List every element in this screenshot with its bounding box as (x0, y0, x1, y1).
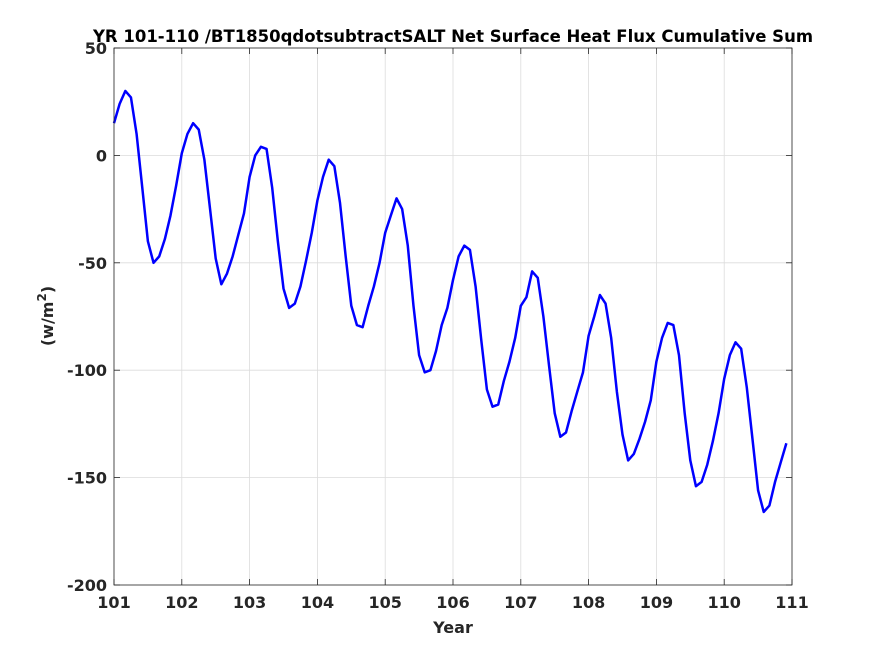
x-tick-label: 111 (775, 593, 808, 612)
chart-title: YR 101-110 /BT1850qdotsubtractSALT Net S… (92, 27, 813, 46)
y-tick-label: -200 (67, 576, 107, 595)
y-axis-label-close: ) (38, 286, 57, 293)
x-tick-label: 101 (97, 593, 130, 612)
y-axis-label-superscript: 2 (35, 293, 49, 301)
y-axis-label-base: (w/m (38, 302, 57, 347)
y-tick-label: -100 (67, 361, 107, 380)
x-tick-label: 107 (504, 593, 537, 612)
x-tick-label: 105 (368, 593, 401, 612)
y-tick-label: -150 (67, 469, 107, 488)
y-tick-label: 0 (96, 146, 107, 165)
x-tick-label: 109 (640, 593, 673, 612)
y-axis-label: (w/m2) (35, 286, 57, 346)
y-tick-labels: -200 -150 -100 -50 0 50 (67, 39, 107, 595)
series-line (112, 89, 788, 514)
x-tick-label: 102 (165, 593, 198, 612)
x-axis-label: Year (432, 618, 473, 637)
y-tick-label: -50 (78, 254, 107, 273)
x-tick-label: 106 (436, 593, 469, 612)
x-tick-labels: 101 102 103 104 105 106 107 108 109 110 111 (97, 593, 808, 612)
x-tick-label: 110 (707, 593, 740, 612)
x-tick-label: 103 (233, 593, 266, 612)
axis-ticks (113, 47, 793, 586)
x-tick-label: 108 (572, 593, 605, 612)
x-tick-label: 104 (301, 593, 334, 612)
y-tick-label: 50 (85, 39, 107, 58)
